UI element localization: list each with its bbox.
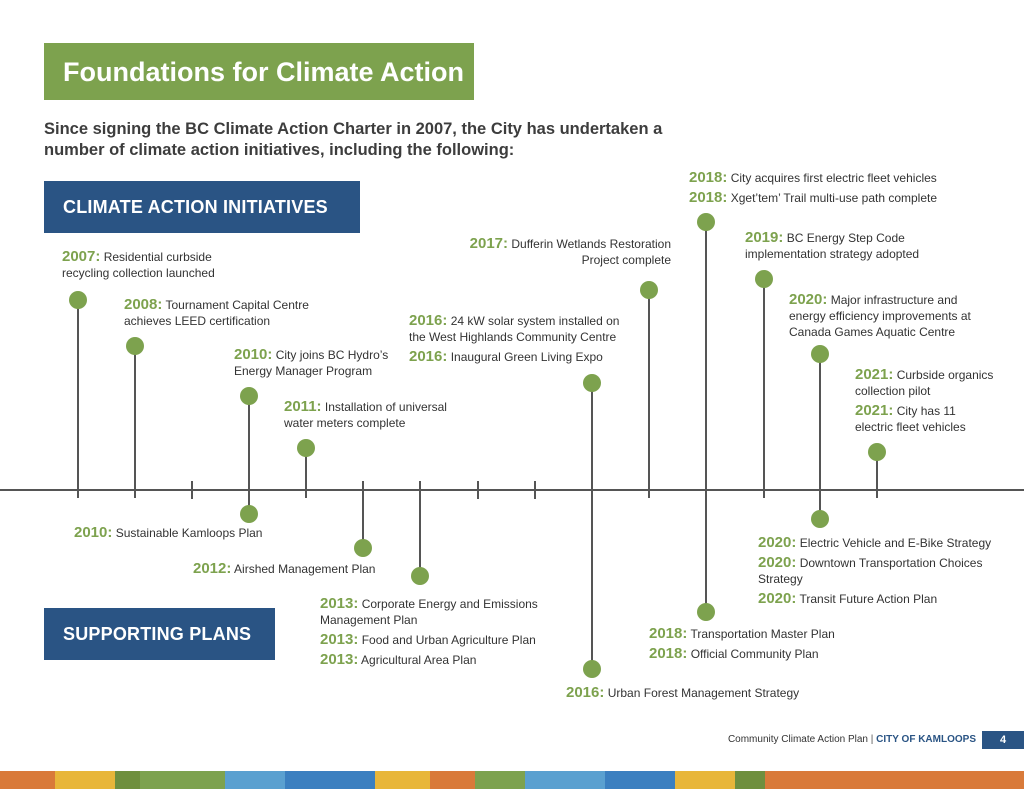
strip-segment (825, 771, 1024, 789)
strip-segment (55, 771, 115, 789)
color-strip (0, 771, 1024, 789)
strip-segment (375, 771, 430, 789)
strip-segment (765, 771, 825, 789)
initiative-label-2018: 2018: City acquires first electric fleet… (689, 169, 938, 206)
strip-segment (285, 771, 375, 789)
strip-segment (0, 771, 55, 789)
initiative-label-2016: 2016: 24 kW solar system installed on th… (409, 312, 620, 365)
plan-label-2010: 2010: Sustainable Kamloops Plan (74, 524, 263, 541)
plan-label-2018: 2018: Transportation Master Plan 2018: O… (649, 625, 835, 662)
strip-segment (525, 771, 605, 789)
initiative-label-2008: 2008: Tournament Capital Centre achieves… (124, 296, 309, 329)
strip-segment (115, 771, 140, 789)
footer-separator: | (870, 734, 874, 745)
strip-segment (675, 771, 735, 789)
strip-segment (605, 771, 675, 789)
plan-label-2013: 2013: Corporate Energy and Emissions Man… (320, 595, 538, 668)
intro-text: Since signing the BC Climate Action Char… (44, 120, 663, 159)
plan-label-2012: 2012: Airshed Management Plan (193, 560, 376, 577)
initiative-label-2017: 2017: Dufferin Wetlands Restoration Proj… (469, 235, 671, 268)
initiative-label-2020: 2020: Major infrastructure and energy ef… (789, 291, 971, 340)
strip-segment (430, 771, 475, 789)
timeline-tick (191, 481, 193, 499)
strip-segment (475, 771, 525, 789)
strip-segment (735, 771, 765, 789)
initiative-label-2010: 2010: City joins BC Hydro’s Energy Manag… (234, 346, 389, 379)
strip-segment (225, 771, 285, 789)
plan-label-2020: 2020: Electric Vehicle and E-Bike Strate… (758, 534, 992, 607)
title-banner (44, 43, 474, 100)
footer: Community Climate Action Plan | CITY OF … (728, 734, 976, 745)
initiatives-heading: CLIMATE ACTION INITIATIVES (44, 181, 360, 233)
footer-doc-title: Community Climate Action Plan (727, 734, 868, 745)
initiative-label-2019: 2019: BC Energy Step Code implementation… (745, 229, 920, 262)
initiative-label-2011: 2011: Installation of universal water me… (284, 398, 447, 431)
timeline-tick (477, 481, 479, 499)
footer-city: CITY OF KAMLOOPS (876, 734, 976, 745)
timeline-axis (0, 489, 1024, 491)
timeline-tick (534, 481, 536, 499)
plans-heading: SUPPORTING PLANS (44, 608, 275, 660)
page-number: 4 (982, 731, 1024, 749)
strip-segment (140, 771, 225, 789)
initiative-label-2007: 2007: Residential curbside recycling col… (62, 248, 215, 281)
plan-label-2016: 2016: Urban Forest Management Strategy (566, 684, 800, 701)
initiative-label-2021: 2021: Curbside organics collection pilot… (855, 366, 994, 435)
page-title: Foundations for Climate Action (63, 57, 464, 87)
